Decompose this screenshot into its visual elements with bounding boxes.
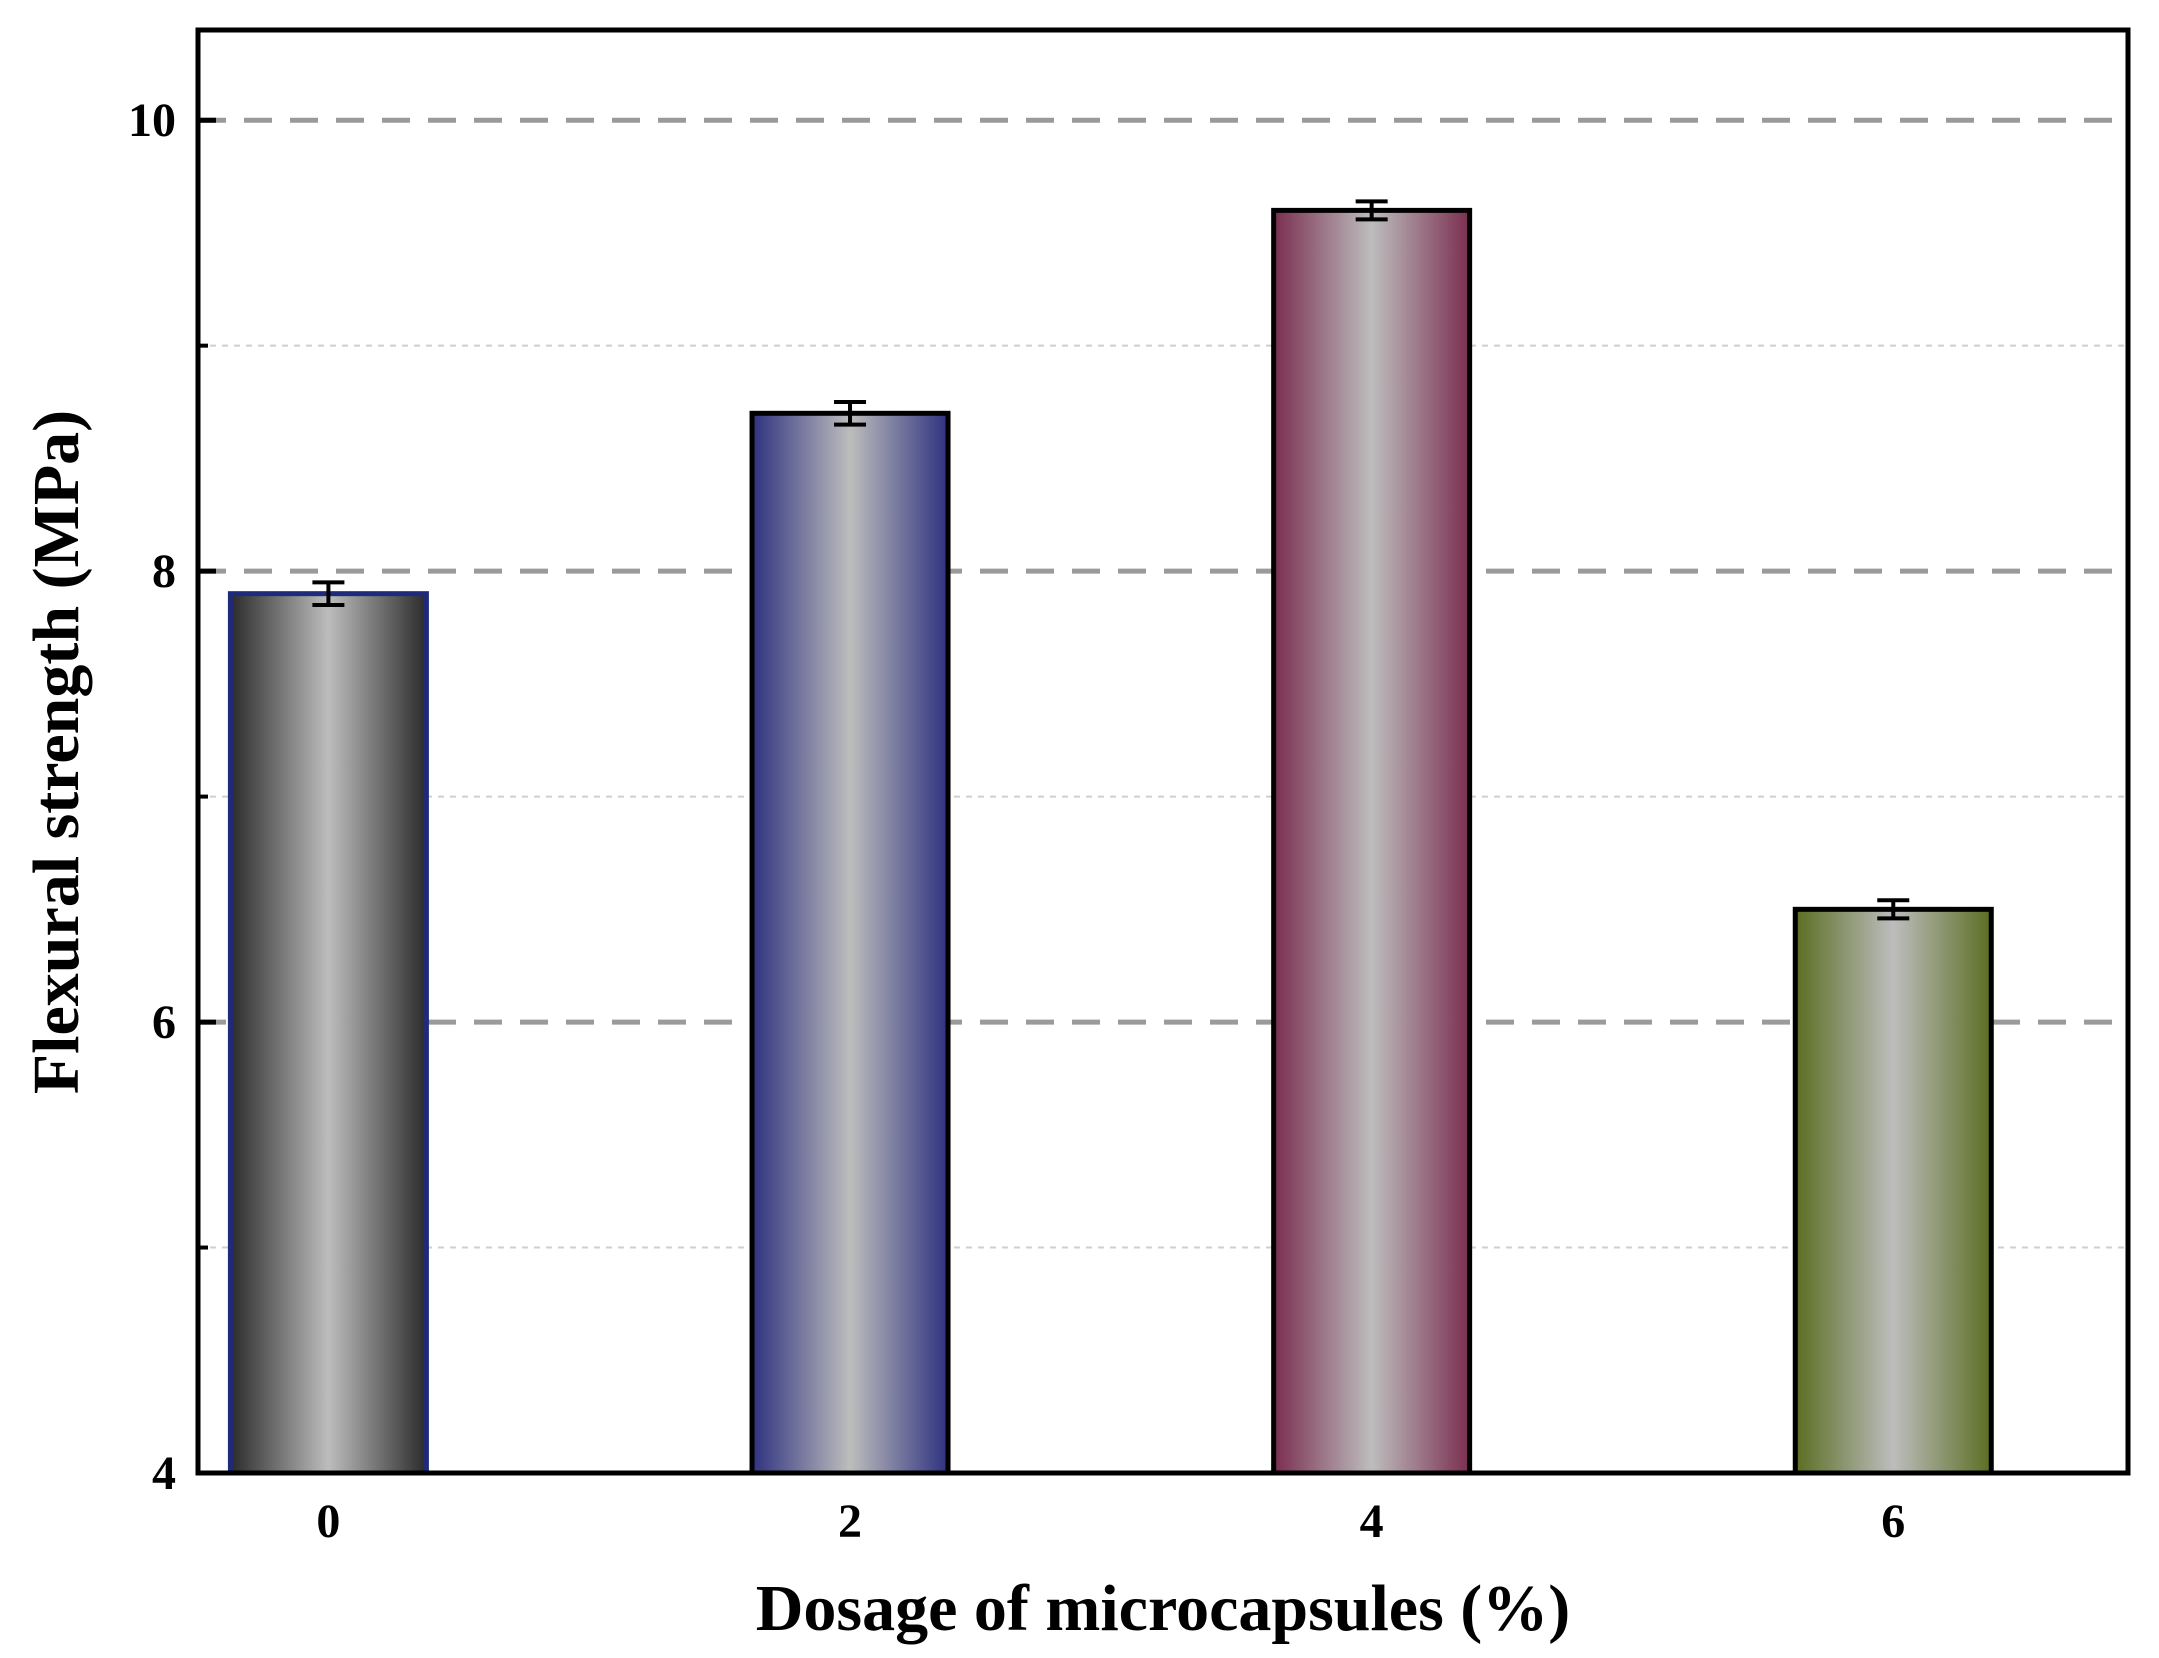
bar-0 xyxy=(227,591,429,1476)
x-tick-label: 0 xyxy=(316,1495,340,1548)
x-axis-title: Dosage of microcapsules (%) xyxy=(756,1572,1571,1645)
error-bars xyxy=(312,199,1910,921)
y-tick-label: 6 xyxy=(152,996,176,1049)
y-ticks: 4 6 8 10 xyxy=(128,94,216,1500)
y-tick-label: 10 xyxy=(128,94,176,147)
x-tick-label: 4 xyxy=(1360,1495,1384,1548)
x-ticks: 0 2 4 6 xyxy=(316,1495,1905,1548)
bar-4 xyxy=(1271,207,1473,1476)
bar-6 xyxy=(1792,906,1994,1476)
x-tick-label: 6 xyxy=(1881,1495,1905,1548)
bar-2 xyxy=(749,410,951,1476)
plot-frame xyxy=(195,27,2131,1476)
y-tick-label: 8 xyxy=(152,545,176,598)
y-axis-title: Flexural strength (MPa) xyxy=(20,410,93,1094)
x-tick-label: 2 xyxy=(838,1495,862,1548)
bars xyxy=(227,207,1994,1476)
y-tick-label: 4 xyxy=(152,1447,176,1500)
